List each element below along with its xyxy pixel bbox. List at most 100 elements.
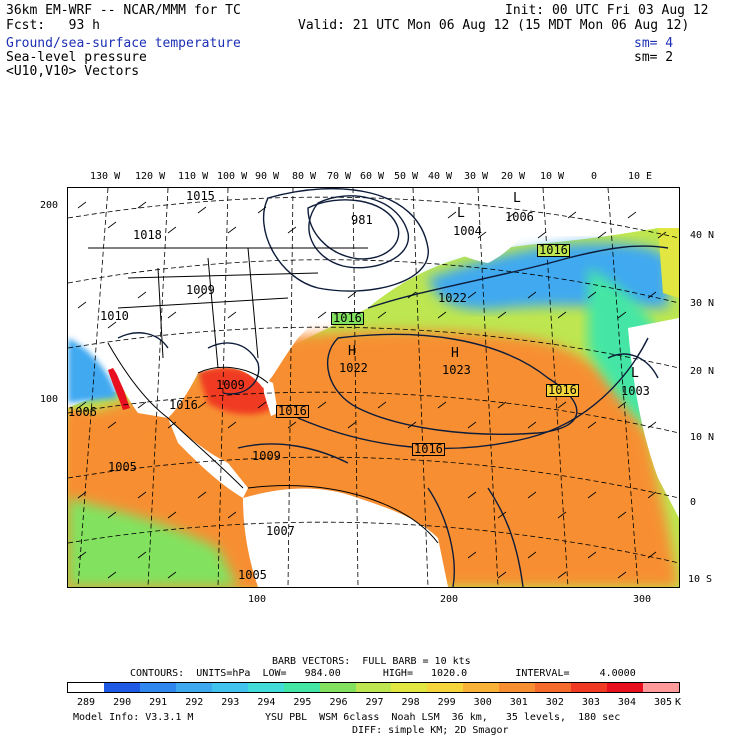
colorbar-value-label: 304 — [617, 697, 636, 708]
pressure-label: 1007 — [266, 524, 295, 538]
colorbar-swatch — [391, 683, 428, 692]
grid-y-label: 200 — [40, 200, 59, 211]
pressure-label: 1023 — [442, 363, 471, 377]
lon-label: 30 W — [464, 171, 489, 182]
land-north-america — [68, 188, 408, 418]
land-greenland — [398, 188, 548, 263]
map-canvas — [68, 188, 679, 587]
colorbar-value-label: 292 — [185, 697, 204, 708]
colorbar-value-label: 303 — [581, 697, 600, 708]
colorbar-swatch — [319, 683, 356, 692]
field-label-pressure: Sea-level pressure — [6, 50, 147, 65]
pressure-label: 1005 — [108, 460, 137, 474]
weather-map: 1015 1018 981 L 1004 L 1006 1016 1009 10… — [67, 187, 680, 588]
pressure-label: 1016 — [169, 398, 198, 412]
init-time: Init: 00 UTC Fri 03 Aug 12 — [505, 3, 709, 18]
colorbar-swatch — [607, 683, 643, 692]
colorbar-unit: K — [675, 697, 682, 708]
pressure-label: 1009 — [252, 449, 281, 463]
smoothing-pressure: sm= 2 — [634, 50, 674, 65]
contour-info: CONTOURS: UNITS=hPa LOW= 984.00 HIGH= 10… — [130, 668, 636, 679]
colorbar-value-label: 290 — [113, 697, 132, 708]
lon-label: 120 W — [135, 171, 166, 182]
valid-time: Valid: 21 UTC Mon 06 Aug 12 (15 MDT Mon … — [298, 18, 690, 33]
pressure-center-low: L — [631, 366, 639, 381]
colorbar-swatch — [535, 683, 572, 692]
model-info: Model Info: V3.3.1 M — [73, 712, 194, 723]
pressure-label: 1022 — [438, 291, 467, 305]
land-south-america — [243, 488, 448, 587]
colorbar-value-label: 295 — [293, 697, 312, 708]
barb-legend: BARB VECTORS: FULL BARB = 10 kts — [272, 656, 471, 667]
pressure-label-boxed: 1016 — [412, 442, 445, 456]
pressure-label: 1005 — [238, 568, 267, 582]
colorbar-value-label: 298 — [401, 697, 420, 708]
land-florida — [263, 378, 278, 416]
pressure-label-boxed: 1016 — [537, 243, 570, 257]
sst-gulf — [198, 367, 273, 415]
land-africa — [628, 318, 679, 518]
pressure-label: 1015 — [186, 189, 215, 203]
pressure-center-high: H — [348, 344, 356, 359]
pressure-center-low: L — [457, 206, 465, 221]
pressure-label: 1003 — [621, 384, 650, 398]
colorbar-swatch — [68, 683, 104, 692]
lon-label: 60 W — [360, 171, 385, 182]
pressure-label-boxed: 1016 — [276, 404, 309, 418]
colorbar-value-label: 294 — [257, 697, 276, 708]
lon-label: 10 W — [540, 171, 565, 182]
colorbar-value-label: 300 — [473, 697, 492, 708]
pressure-label: 1006 — [505, 210, 534, 224]
colorbar-swatch — [643, 683, 679, 692]
grid-x-label: 200 — [440, 594, 459, 605]
lon-label: 130 W — [90, 171, 121, 182]
colorbar — [67, 682, 680, 693]
pressure-center-low: L — [513, 191, 521, 206]
smoothing-temperature: sm= 4 — [634, 36, 674, 51]
pressure-label: 1018 — [133, 228, 162, 242]
boundaries — [88, 247, 439, 544]
lon-label: 10 E — [628, 171, 653, 182]
grid-y-label: 100 — [40, 394, 59, 405]
lon-label: 110 W — [178, 171, 209, 182]
colorbar-swatch — [427, 683, 464, 692]
lat-label: 40 N — [690, 230, 715, 241]
land-central-america — [168, 418, 248, 498]
lat-label: 20 N — [690, 366, 715, 377]
lon-label: 70 W — [327, 171, 352, 182]
colorbar-value-label: 297 — [365, 697, 384, 708]
lon-label: 80 W — [292, 171, 317, 182]
lat-label: 10 S — [688, 574, 713, 585]
land — [68, 188, 679, 587]
pressure-label: 981 — [351, 213, 373, 227]
lon-label: 100 W — [217, 171, 248, 182]
colorbar-swatch — [499, 683, 536, 692]
diffusion-info: DIFF: simple KM; 2D Smagor — [352, 725, 509, 736]
colorbar-swatch — [247, 683, 284, 692]
pressure-label: 1006 — [68, 405, 97, 419]
wind-barbs — [77, 201, 667, 579]
colorbar-swatch — [175, 683, 212, 692]
lat-label: 0 — [690, 497, 697, 508]
model-title: 36km EM-WRF -- NCAR/MMM for TC — [6, 3, 241, 18]
grid-x-label: 100 — [248, 594, 267, 605]
sst-gulf-of-california — [108, 368, 130, 410]
grid-x-label: 300 — [633, 594, 652, 605]
pressure-label: 1022 — [339, 361, 368, 375]
pressure-label: 1010 — [100, 309, 129, 323]
colorbar-swatch — [283, 683, 320, 692]
colorbar-value-label: 296 — [329, 697, 348, 708]
land-europe — [658, 228, 679, 298]
colorbar-value-label: 299 — [437, 697, 456, 708]
colorbar-value-label: 301 — [509, 697, 528, 708]
lat-label: 30 N — [690, 298, 715, 309]
lon-label: 50 W — [394, 171, 419, 182]
pressure-label-boxed: 1016 — [546, 383, 579, 397]
colorbar-swatch — [355, 683, 392, 692]
lon-label: 0 — [591, 171, 598, 182]
sst-pacific-blue — [68, 338, 118, 403]
isobars — [117, 188, 669, 587]
lon-label: 90 W — [255, 171, 280, 182]
colorbar-value-label: 293 — [221, 697, 240, 708]
sst-pacific-cool — [68, 498, 238, 587]
